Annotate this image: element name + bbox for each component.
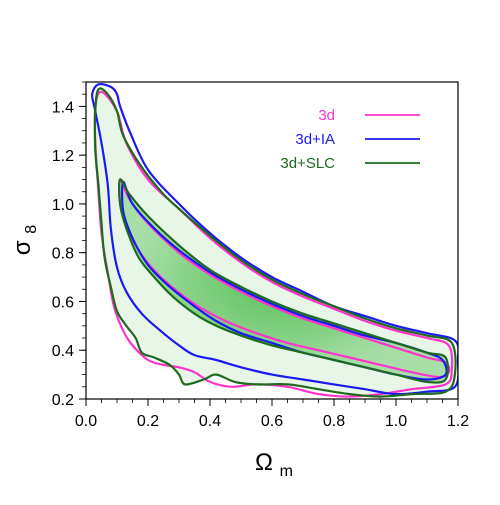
x-axis-title-base: Ω	[255, 449, 273, 476]
legend-label-3d-ia: 3d+IA	[295, 131, 335, 148]
x-tick-label: 0.6	[261, 413, 283, 430]
legend: 3d 3d+IA 3d+SLC	[280, 107, 420, 172]
axes: 0.0 0.2 0.4 0.6 0.8 1.0 1.20.20.40.60.81.01.21…	[52, 81, 469, 430]
y-tick-label: 1.4	[52, 99, 74, 116]
y-axis-title-base: σ	[9, 240, 36, 255]
x-tick-label: 1.0	[385, 413, 407, 430]
contour-3d-outer	[93, 90, 454, 398]
x-tick-label: 1.2	[447, 413, 469, 430]
x-tick-label: 0.4	[199, 413, 221, 430]
y-tick-label: 1.0	[52, 197, 74, 214]
contour-3d-slc-inner	[118, 178, 450, 384]
y-tick-label: 0.6	[52, 294, 74, 311]
svg-text:σ 8: σ 8	[9, 225, 40, 255]
x-axis-title: Ω m	[255, 449, 293, 480]
x-tick-label: 0.0	[75, 413, 97, 430]
y-tick-label: 0.8	[52, 246, 74, 263]
contour-lines	[91, 82, 458, 398]
legend-label-3d-slc: 3d+SLC	[280, 155, 335, 172]
x-tick-label: 0.2	[137, 413, 159, 430]
y-axis-title: σ 8	[9, 225, 40, 255]
contour-3d-ia-inner	[120, 180, 448, 381]
legend-label-3d: 3d	[318, 107, 335, 124]
y-tick-label: 1.2	[52, 148, 74, 165]
y-tick-label: 0.4	[52, 343, 74, 360]
x-tick-label: 0.8	[323, 413, 345, 430]
x-axis-title-sub: m	[280, 463, 293, 480]
y-axis-title-sub: 8	[23, 225, 40, 234]
y-tick-label: 0.2	[52, 392, 74, 409]
contour-3d-slc-outer	[93, 87, 457, 398]
